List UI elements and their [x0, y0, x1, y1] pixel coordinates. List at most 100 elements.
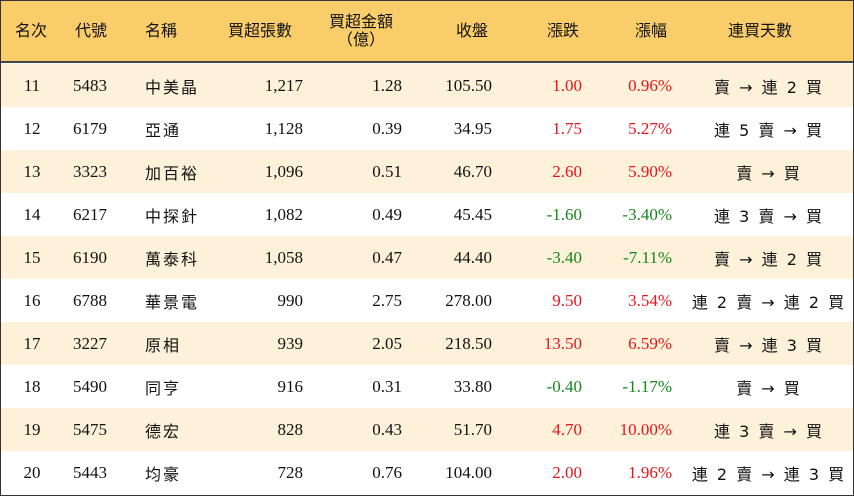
cell-net-amount: 1.28 — [372, 75, 402, 95]
cell-close: 45.45 — [453, 204, 492, 224]
cell-name: 德宏 — [145, 421, 182, 441]
header-net-amount: 買超金額 （億） — [323, 1, 399, 61]
cell-net-lots: 1,082 — [264, 204, 303, 224]
cell-close: 218.50 — [445, 333, 492, 353]
cell-close: 51.70 — [453, 419, 492, 439]
cell-name: 原相 — [145, 335, 182, 355]
cell-change-pct: -7.11% — [623, 247, 672, 267]
cell-net-lots: 1,096 — [264, 161, 303, 181]
cell-rank: 19 — [23, 419, 41, 439]
cell-change-pct: 1.96% — [628, 462, 672, 482]
cell-name: 加百裕 — [145, 163, 200, 183]
cell-name: 中探針 — [145, 206, 200, 226]
cell-change: 13.50 — [543, 333, 582, 353]
header-net-amount-line1: 買超金額 — [328, 12, 393, 31]
cell-code: 5483 — [73, 75, 107, 95]
cell-change-pct: 6.59% — [628, 333, 672, 353]
cell-net-lots: 828 — [277, 419, 304, 439]
cell-change-pct: 5.90% — [628, 161, 672, 181]
cell-code: 3323 — [73, 161, 107, 181]
cell-change: -0.40 — [546, 376, 582, 396]
cell-streak: 賣 → 連 2 買 — [714, 77, 824, 97]
header-change-pct: 漲幅 — [635, 21, 668, 40]
cell-rank: 18 — [23, 376, 41, 396]
cell-net-lots: 1,058 — [264, 247, 303, 267]
cell-name: 亞通 — [145, 120, 182, 140]
cell-streak: 連 5 賣 → 買 — [714, 120, 824, 140]
cell-close: 278.00 — [445, 290, 492, 310]
cell-streak: 賣 → 買 — [736, 163, 802, 183]
cell-net-amount: 0.49 — [372, 204, 402, 224]
cell-net-amount: 0.51 — [372, 161, 402, 181]
cell-rank: 12 — [23, 118, 41, 138]
cell-code: 3227 — [73, 333, 107, 353]
cell-code: 5490 — [73, 376, 107, 396]
cell-change: -1.60 — [546, 204, 582, 224]
cell-net-lots: 939 — [277, 333, 304, 353]
cell-net-lots: 916 — [277, 376, 304, 396]
header-streak: 連買天數 — [728, 21, 793, 40]
cell-rank: 13 — [23, 161, 41, 181]
cell-net-lots: 990 — [277, 290, 304, 310]
table-row: 17 3227 原相 939 2.05 218.50 13.50 6.59% 賣 → 連 3 買 — [1, 322, 853, 365]
cell-change: -3.40 — [546, 247, 582, 267]
header-code: 代號 — [75, 21, 108, 40]
cell-close: 104.00 — [445, 462, 492, 482]
cell-close: 105.50 — [445, 75, 492, 95]
table-row: 19 5475 德宏 828 0.43 51.70 4.70 10.00% 連 3 賣 → 買 — [1, 408, 853, 451]
cell-change-pct: 0.96% — [628, 75, 672, 95]
cell-rank: 14 — [23, 204, 41, 224]
cell-code: 5475 — [73, 419, 107, 439]
cell-rank: 15 — [23, 247, 41, 267]
header-net-lots: 買超張數 — [228, 21, 293, 40]
table-header-row: 名次 代號 名稱 買超張數 買超金額 （億） 收盤 漲跌 漲幅 連買天數 — [1, 1, 853, 63]
cell-net-amount: 0.39 — [372, 118, 402, 138]
cell-net-amount: 2.75 — [372, 290, 402, 310]
cell-name: 中美晶 — [145, 77, 200, 97]
cell-net-amount: 0.47 — [372, 247, 402, 267]
cell-streak: 連 3 賣 → 買 — [714, 206, 824, 226]
cell-rank: 16 — [23, 290, 41, 310]
cell-change: 2.60 — [552, 161, 582, 181]
cell-net-amount: 2.05 — [372, 333, 402, 353]
cell-name: 同亨 — [145, 378, 182, 398]
header-net-amount-line2: （億） — [336, 30, 385, 49]
table-row: 18 5490 同亨 916 0.31 33.80 -0.40 -1.17% 賣 → 買 — [1, 365, 853, 408]
cell-net-amount: 0.43 — [372, 419, 402, 439]
header-change: 漲跌 — [547, 21, 580, 40]
cell-change: 1.75 — [552, 118, 582, 138]
cell-change-pct: -1.17% — [622, 376, 672, 396]
cell-change: 9.50 — [552, 290, 582, 310]
cell-close: 46.70 — [453, 161, 492, 181]
cell-streak: 連 2 賣 → 連 3 買 — [691, 464, 847, 484]
table-row: 13 3323 加百裕 1,096 0.51 46.70 2.60 5.90% 賣 → 買 — [1, 150, 853, 193]
cell-close: 34.95 — [453, 118, 492, 138]
header-rank: 名次 — [15, 21, 48, 40]
cell-net-lots: 1,217 — [264, 75, 303, 95]
cell-code: 5443 — [73, 462, 107, 482]
cell-change-pct: -3.40% — [622, 204, 672, 224]
cell-close: 44.40 — [453, 247, 492, 267]
cell-streak: 賣 → 買 — [736, 378, 802, 398]
cell-streak: 賣 → 連 2 買 — [714, 249, 824, 269]
cell-change-pct: 10.00% — [619, 419, 672, 439]
table-row: 20 5443 均豪 728 0.76 104.00 2.00 1.96% 連 2 賣 → 連 … — [1, 451, 853, 494]
cell-code: 6788 — [73, 290, 107, 310]
cell-streak: 連 3 賣 → 買 — [714, 421, 824, 441]
cell-code: 6190 — [73, 247, 107, 267]
cell-rank: 20 — [23, 462, 41, 482]
cell-streak: 賣 → 連 3 買 — [714, 335, 824, 355]
cell-net-amount: 0.76 — [372, 462, 402, 482]
cell-name: 萬泰科 — [145, 249, 200, 269]
table-row: 12 6179 亞通 1,128 0.39 34.95 1.75 5.27% 連 5 賣 → 買 — [1, 107, 853, 150]
cell-rank: 17 — [23, 333, 41, 353]
header-name: 名稱 — [145, 21, 178, 40]
table-row: 15 6190 萬泰科 1,058 0.47 44.40 -3.40 -7.11% 賣 → 連 … — [1, 236, 853, 279]
cell-change-pct: 5.27% — [628, 118, 672, 138]
cell-name: 華景電 — [145, 292, 200, 312]
cell-change: 1.00 — [552, 75, 582, 95]
cell-name: 均豪 — [145, 464, 182, 484]
header-close: 收盤 — [456, 21, 489, 40]
cell-code: 6217 — [73, 204, 107, 224]
